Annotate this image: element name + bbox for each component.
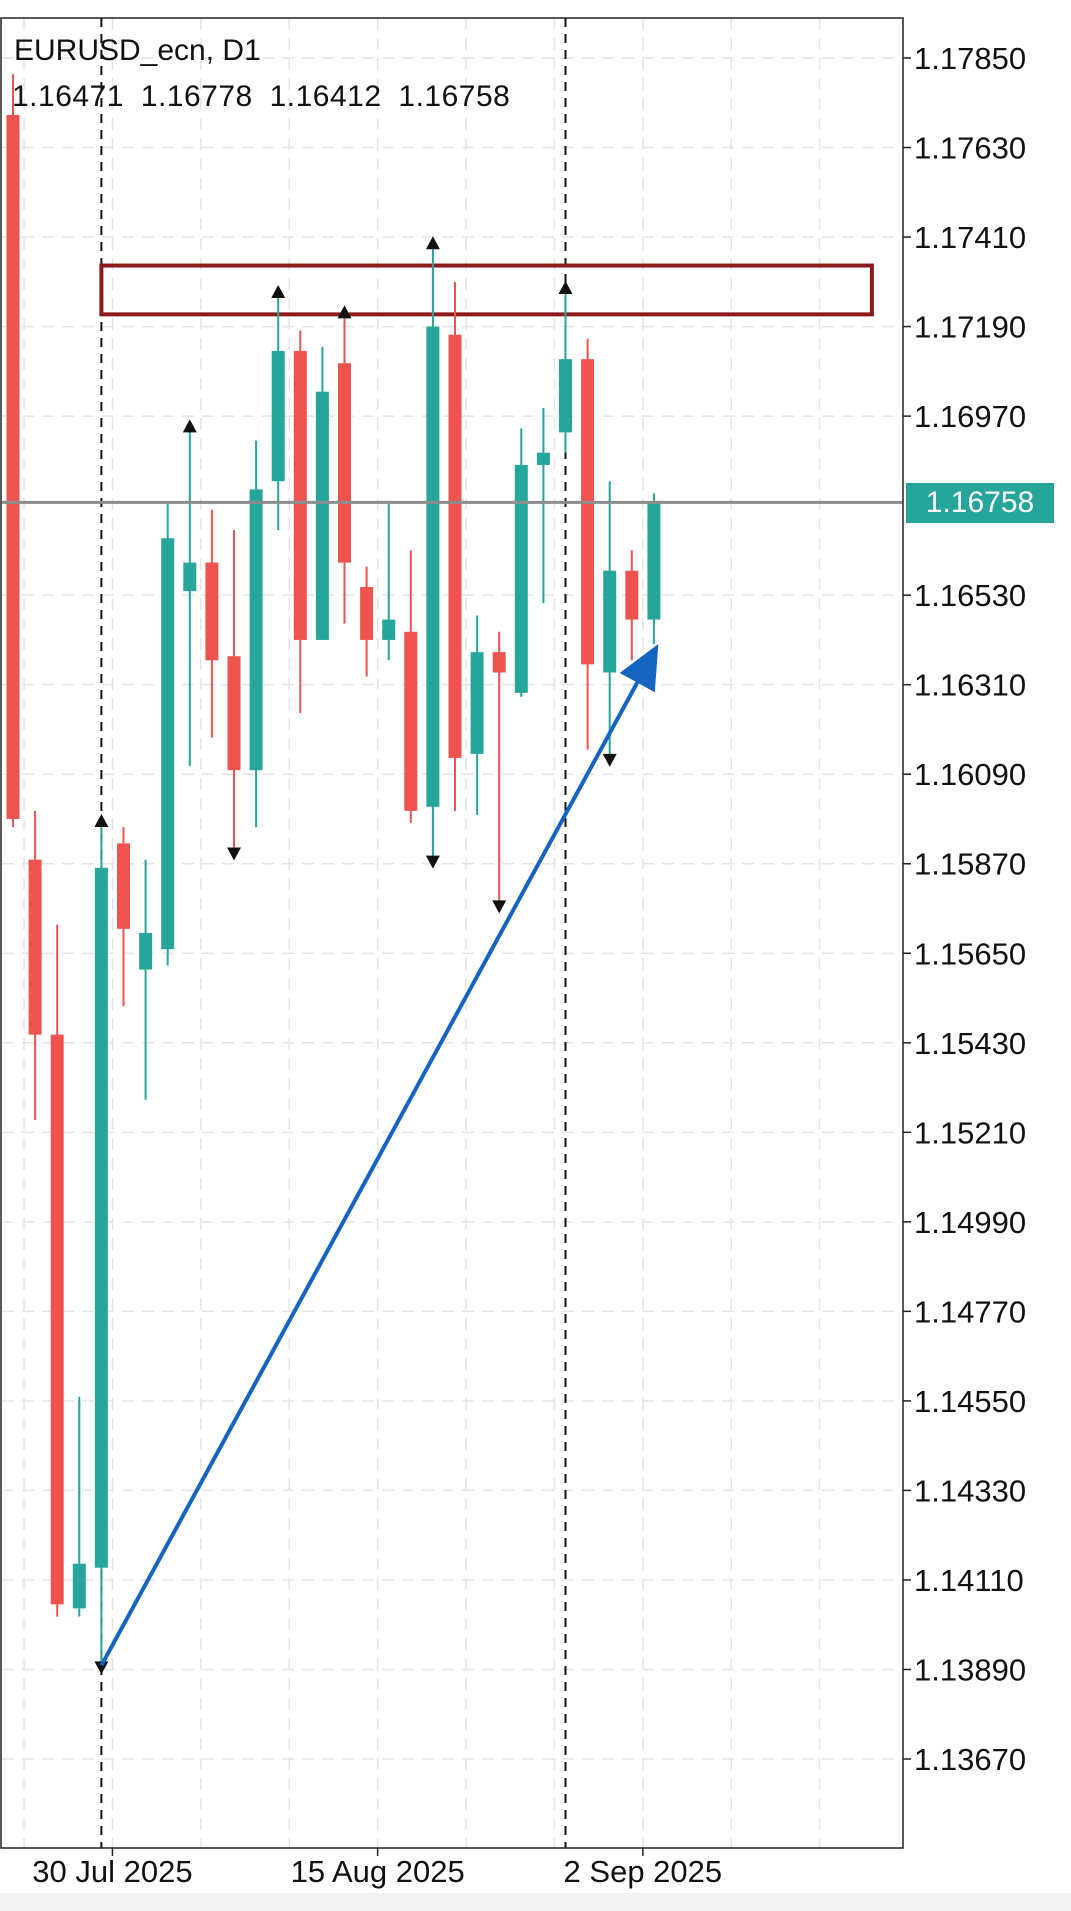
price-tick-label: 1.14110 [914, 1563, 1024, 1598]
resistance-zone-layer[interactable] [99, 263, 874, 317]
candle-body [72, 1563, 86, 1609]
fractal-up-marker [425, 236, 440, 250]
price-tick-label: 1.14330 [914, 1473, 1026, 1508]
bottom-strip [0, 1893, 1071, 1911]
price-tick-label: 1.15430 [914, 1026, 1026, 1061]
candle-body [514, 464, 528, 693]
price-tick-label: 1.14990 [914, 1205, 1026, 1240]
fractal-down-marker [425, 855, 440, 869]
candle-body [581, 359, 595, 665]
candle-body [139, 932, 153, 970]
price-tick-label: 1.16530 [914, 578, 1026, 613]
fractal-down-marker [227, 847, 241, 861]
candle-body [205, 562, 219, 661]
candle-body [536, 452, 550, 465]
candle-body [293, 350, 307, 640]
candle-body [94, 867, 108, 1568]
candle-body [249, 489, 263, 771]
fractal-up-marker [558, 280, 573, 294]
price-tick-label: 1.16970 [914, 399, 1026, 434]
ohlc-low: 1.16412 [269, 80, 382, 113]
fractal-up-marker [271, 285, 286, 299]
candle-body [117, 843, 130, 929]
candle-body [470, 652, 484, 754]
candle-body [6, 114, 20, 819]
price-tick-label: 1.17630 [914, 131, 1026, 166]
trend-arrow-head[interactable] [619, 643, 659, 693]
price-tick-label: 1.13670 [914, 1742, 1026, 1777]
fractal-down-marker [94, 1661, 109, 1675]
candle-body [625, 570, 639, 620]
price-axis[interactable]: 1.17850 1.17630 1.17410 1.17190 1.16970 1.165… [903, 41, 1026, 1777]
price-tick-label: 1.17190 [914, 310, 1026, 345]
candle-body [227, 656, 241, 771]
candle-body [271, 350, 285, 482]
price-tick-label: 1.16310 [914, 668, 1026, 703]
resistance-zone-rect[interactable] [99, 263, 874, 317]
fractal-up-marker [182, 419, 197, 433]
chart-grid [2, 18, 903, 1848]
candle-body [559, 359, 572, 433]
candle-body [161, 538, 175, 950]
candle-body [50, 1034, 64, 1605]
trend-arrow-line[interactable] [99, 681, 640, 1667]
price-tick-label: 1.15870 [914, 847, 1026, 882]
ohlc-close: 1.16758 [398, 80, 511, 113]
price-tick-label: 1.16090 [914, 757, 1026, 792]
candle-body [382, 619, 396, 640]
candle-body [492, 652, 506, 673]
ohlc-readout: 1.16471 1.16778 1.16412 1.16758 [12, 80, 518, 114]
price-tick-label: 1.17850 [914, 41, 1026, 76]
price-tick-label: 1.17410 [914, 220, 1026, 255]
candle-body [426, 326, 440, 807]
fractal-up-marker [94, 814, 109, 828]
symbol-title: EURUSD_ecn, D1 [14, 34, 261, 67]
candle-body [338, 363, 351, 563]
candle-body [28, 859, 42, 1035]
current-price-tag: 1.16758 [906, 483, 1054, 523]
fractal-up-marker [337, 305, 352, 319]
fractal-down-marker [492, 900, 507, 914]
candle-body [315, 391, 329, 640]
ohlc-open: 1.16471 [12, 80, 124, 113]
fractal-down-marker [602, 753, 617, 767]
date-axis[interactable]: 30 Jul 2025 15 Aug 2025 2 Sep 2025 [32, 1848, 722, 1889]
trend-arrow-layer[interactable] [99, 643, 659, 1667]
candle-body [603, 570, 617, 673]
ohlc-high: 1.16778 [140, 80, 253, 113]
chart-frame [0, 17, 904, 1849]
date-tick-label: 2 Sep 2025 [564, 1854, 723, 1889]
candle-body [404, 631, 418, 811]
price-tick-label: 1.14770 [914, 1294, 1026, 1329]
fractal-markers-layer [94, 236, 617, 1675]
candle-body [360, 587, 374, 640]
plot-border [0, 17, 904, 1849]
price-tick-label: 1.13890 [914, 1652, 1026, 1687]
date-tick-label: 15 Aug 2025 [291, 1854, 465, 1889]
price-tick-label: 1.15210 [914, 1115, 1026, 1150]
price-tick-label: 1.14550 [914, 1384, 1026, 1419]
price-tick-label: 1.15650 [914, 936, 1026, 971]
candles-layer [6, 74, 661, 1666]
candle-body [448, 334, 462, 758]
candle-body [183, 562, 197, 592]
date-tick-label: 30 Jul 2025 [32, 1854, 192, 1889]
candle-body [647, 501, 661, 620]
